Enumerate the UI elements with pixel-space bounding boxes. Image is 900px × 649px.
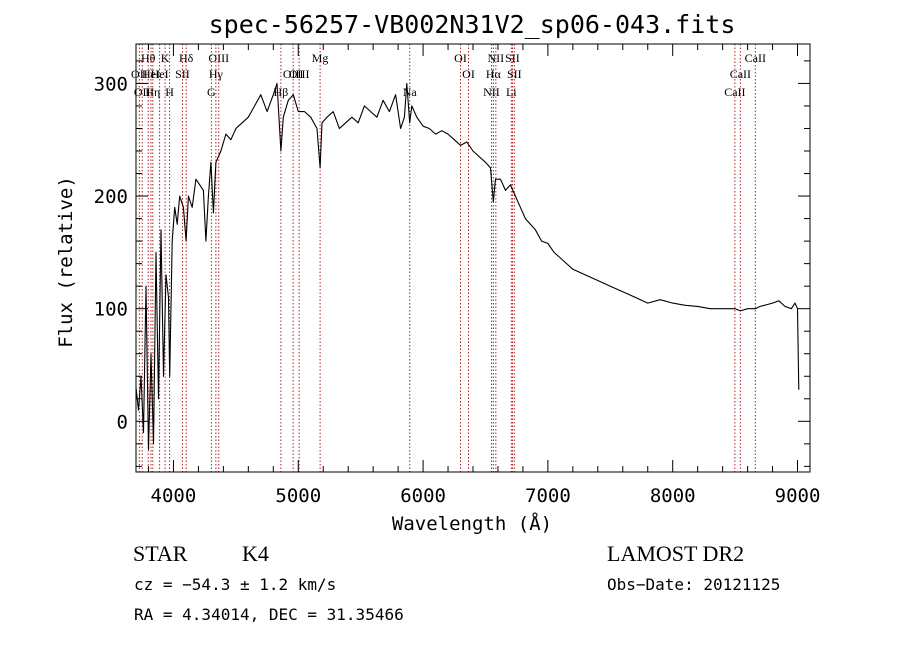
plot-frame [135, 43, 811, 473]
marker-label-23: Li [506, 85, 517, 99]
x-axis-ticks: 4000 5000 6000 7000 8000 9000 [147, 44, 821, 507]
marker-label-1: OII [134, 85, 151, 99]
y-axis-ticks: 0 100 200 300 [94, 60, 810, 467]
marker-label-3: HeI [142, 67, 160, 81]
marker-label-19: OI [462, 67, 475, 81]
x-tick-label-5: 9000 [775, 485, 821, 507]
marker-label-22: NII [488, 51, 505, 65]
marker-label-0: OII [131, 67, 148, 81]
marker-label-16: Mg [312, 51, 329, 65]
survey-name: LAMOST DR2 [607, 541, 744, 566]
marker-label-11: Hγ [209, 67, 224, 81]
y-axis-label: Flux (relative) [55, 176, 77, 348]
spectral-line-labels: OIIOIIHθHeIHηHeIKHSIIHδGHγOIIIHβOIIIOIII… [131, 51, 766, 99]
marker-label-20: NII [483, 85, 500, 99]
marker-label-26: CaII [724, 85, 745, 99]
redshift-value: cz = −54.3 ± 1.2 km/s [134, 575, 336, 594]
marker-label-17: Na [403, 85, 418, 99]
x-tick-label-1: 5000 [275, 485, 321, 507]
marker-label-12: OIII [208, 51, 229, 65]
x-tick-label-3: 7000 [525, 485, 571, 507]
marker-label-15: OIII [289, 67, 310, 81]
y-tick-label-0: 0 [117, 411, 128, 433]
spectrum-line [135, 82, 800, 451]
coordinates: RA = 4.34014, DEC = 31.35466 [134, 605, 404, 624]
object-class: STAR [133, 541, 188, 566]
marker-label-6: K [161, 51, 170, 65]
marker-label-10: G [207, 85, 216, 99]
marker-label-4: Hη [145, 85, 160, 99]
y-tick-label-1: 100 [94, 299, 128, 321]
x-tick-label-2: 6000 [400, 485, 446, 507]
x-tick-label-0: 4000 [151, 485, 197, 507]
observation-date: Obs−Date: 20121125 [607, 575, 780, 594]
marker-label-21: Hα [486, 67, 502, 81]
spectral-line-markers [138, 44, 756, 472]
marker-label-27: CaII [730, 67, 751, 81]
marker-label-14: OIII [283, 67, 304, 81]
marker-label-9: Hδ [179, 51, 194, 65]
marker-label-2: Hθ [141, 51, 156, 65]
marker-label-5: HeI [151, 67, 169, 81]
marker-label-7: H [165, 85, 174, 99]
marker-label-28: CaII [745, 51, 766, 65]
object-subclass: K4 [242, 541, 269, 566]
marker-label-25: SII [507, 67, 522, 81]
marker-label-8: SII [175, 67, 190, 81]
x-axis-label: Wavelength (Å) [392, 512, 552, 535]
marker-label-24: SII [505, 51, 520, 65]
y-tick-label-2: 200 [94, 186, 128, 208]
marker-label-18: OI [454, 51, 467, 65]
x-tick-label-4: 8000 [650, 485, 696, 507]
y-tick-label-3: 300 [94, 73, 128, 95]
chart-title: spec-56257-VB002N31V2_sp06-043.fits [209, 10, 736, 39]
